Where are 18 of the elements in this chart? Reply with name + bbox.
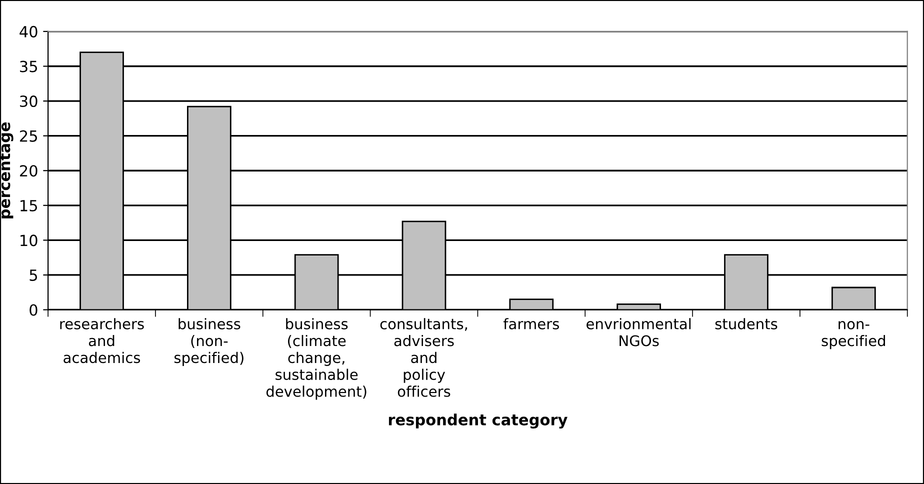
y-tick-label: 5 <box>30 270 37 281</box>
x-axis-title: respondent category <box>388 414 568 429</box>
y-tick-label: 0 <box>30 304 38 316</box>
x-tick-label: students <box>715 318 778 330</box>
y-tick-label: 40 <box>20 26 38 38</box>
x-tick-label: envrionmental NGOs <box>586 318 691 346</box>
x-tick-label: business (non- specified) <box>174 318 244 366</box>
x-tick-label: non- specified <box>822 321 885 350</box>
y-tick-label: 20 <box>20 165 38 177</box>
y-tick-label: 15 <box>20 200 37 212</box>
y-tick-label: 30 <box>20 96 38 108</box>
x-tick-label: farmers <box>503 318 559 330</box>
y-tick-label: 25 <box>20 130 37 142</box>
x-tick-label: business (climate change, sustainable development) <box>266 318 366 400</box>
x-tick-label: researchers and academics <box>60 318 144 364</box>
x-tick-label: consultants, advisers and policy officers <box>380 318 468 397</box>
y-tick-label: 10 <box>20 234 38 246</box>
y-tick-label: 35 <box>20 60 37 72</box>
